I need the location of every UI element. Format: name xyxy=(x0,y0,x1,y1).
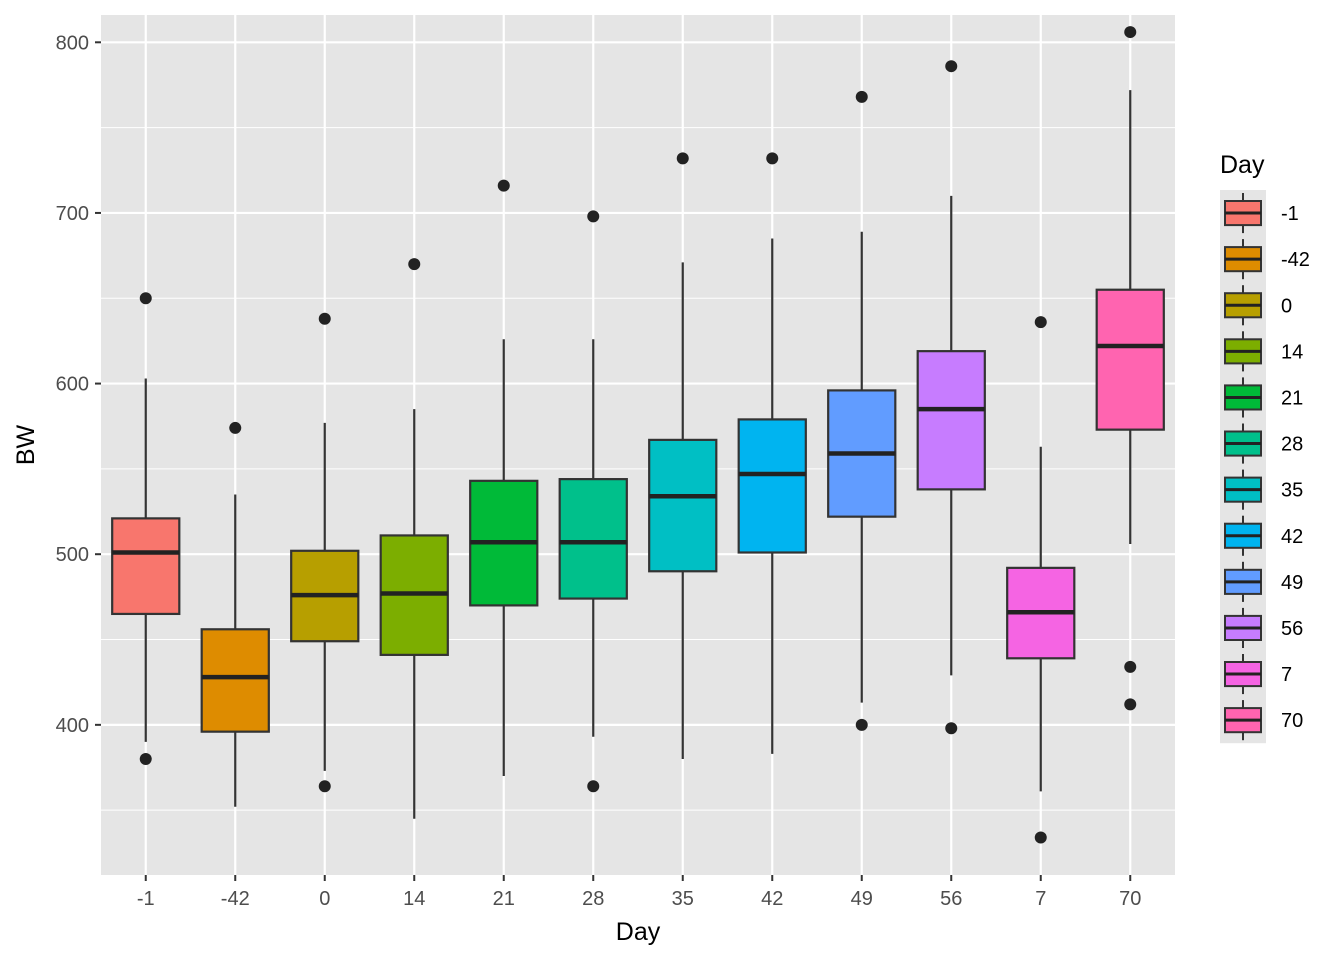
box-iqr xyxy=(916,350,986,491)
legend-entry-day-21: 21 xyxy=(1224,377,1303,418)
x-tick-label: 14 xyxy=(403,888,425,910)
x-tick-label: 49 xyxy=(851,888,873,910)
legend-entry-day-35: 35 xyxy=(1224,469,1303,510)
x-tick-label: 35 xyxy=(672,888,694,910)
x-axis-title: Day xyxy=(616,918,661,946)
y-tick-label: 800 xyxy=(56,32,89,54)
outlier-point xyxy=(318,780,331,793)
outlier-point xyxy=(1124,698,1137,711)
outlier-point xyxy=(855,90,868,103)
y-tick-label: 400 xyxy=(56,715,89,737)
outlier-point xyxy=(1034,831,1047,844)
y-axis-title: BW xyxy=(12,424,40,465)
box-iqr xyxy=(111,517,181,616)
y-tick-label: 500 xyxy=(56,544,89,566)
box-iqr xyxy=(648,438,718,573)
legend-entry-day-0: 0 xyxy=(1224,285,1292,326)
box-group-day-70 xyxy=(1095,26,1165,711)
x-tick-label: 21 xyxy=(493,888,515,910)
y-tick-label: 600 xyxy=(56,374,89,396)
box-group-day-56 xyxy=(916,60,986,735)
outlier-point xyxy=(676,152,689,165)
outlier-point xyxy=(229,421,242,434)
outlier-point xyxy=(139,292,152,305)
legend-label: 42 xyxy=(1281,526,1303,548)
x-tick-label: 0 xyxy=(319,888,330,910)
box-iqr xyxy=(1095,288,1165,431)
box-group-day-28 xyxy=(558,210,628,793)
legend-label: 70 xyxy=(1281,710,1303,732)
outlier-point xyxy=(766,152,779,165)
box-group-day-35 xyxy=(648,152,718,759)
x-tick-label: 70 xyxy=(1119,888,1141,910)
box-group-day-21 xyxy=(469,179,539,777)
y-tick-label: 700 xyxy=(56,203,89,225)
x-tick-label: 42 xyxy=(761,888,783,910)
x-tick-label: 28 xyxy=(582,888,604,910)
outlier-point xyxy=(1124,26,1137,39)
legend-label: 21 xyxy=(1281,387,1303,409)
outlier-point xyxy=(1124,660,1137,673)
legend-entry-day-70: 70 xyxy=(1224,700,1303,741)
outlier-point xyxy=(497,179,510,192)
x-tick-label: -42 xyxy=(221,888,250,910)
box-group-day-42 xyxy=(737,152,807,754)
legend-label: 35 xyxy=(1281,480,1303,502)
outlier-point xyxy=(408,258,421,271)
plot-panel xyxy=(101,15,1175,875)
legend-label: 56 xyxy=(1281,618,1303,640)
box-iqr xyxy=(200,628,270,733)
outlier-point xyxy=(139,752,152,765)
x-tick-label: 7 xyxy=(1035,888,1046,910)
outlier-point xyxy=(945,722,958,735)
legend-entry-day-42: 42 xyxy=(1224,515,1303,556)
legend-title: Day xyxy=(1220,151,1265,179)
box-group-day-0 xyxy=(290,312,360,793)
outlier-point xyxy=(945,60,958,73)
legend-key-background xyxy=(1220,190,1266,744)
axes-layer: 400 500 600 700 800 -1 -42 0 14 21 28 35 42 49 56 7 70 xyxy=(56,32,1142,910)
legend-label: 49 xyxy=(1281,572,1303,594)
legend-label: 7 xyxy=(1281,664,1292,686)
legend-label: 28 xyxy=(1281,434,1303,456)
legend-entry-day-28: 28 xyxy=(1224,423,1303,464)
box-group-day--1 xyxy=(111,292,181,765)
box-group-day-49 xyxy=(827,90,897,731)
legend-label: 0 xyxy=(1281,295,1292,317)
outlier-point xyxy=(587,210,600,223)
legend: Day -1 -42 0 14 21 28 35 42 49 56 7 70 xyxy=(1220,151,1310,744)
legend-entry-day-7: 7 xyxy=(1224,654,1292,695)
boxes-layer xyxy=(111,26,1165,844)
legend-label: -1 xyxy=(1281,203,1299,225)
legend-label: 14 xyxy=(1281,341,1303,363)
legend-entry-day--42: -42 xyxy=(1224,239,1310,280)
legend-entry-day-49: 49 xyxy=(1224,561,1303,602)
outlier-point xyxy=(1034,316,1047,329)
legend-label: -42 xyxy=(1281,249,1310,271)
legend-entry-day-56: 56 xyxy=(1224,607,1303,648)
legend-entry-day-14: 14 xyxy=(1224,331,1303,372)
outlier-point xyxy=(318,312,331,325)
outlier-point xyxy=(587,780,600,793)
box-group-day--42 xyxy=(200,421,270,807)
outlier-point xyxy=(855,718,868,731)
box-iqr xyxy=(558,478,628,600)
box-group-day-7 xyxy=(1006,316,1076,844)
x-tick-label: 56 xyxy=(940,888,962,910)
box-group-day-14 xyxy=(379,258,449,819)
legend-entry-day--1: -1 xyxy=(1224,193,1299,234)
x-tick-label: -1 xyxy=(137,888,155,910)
box-iqr xyxy=(737,418,807,554)
